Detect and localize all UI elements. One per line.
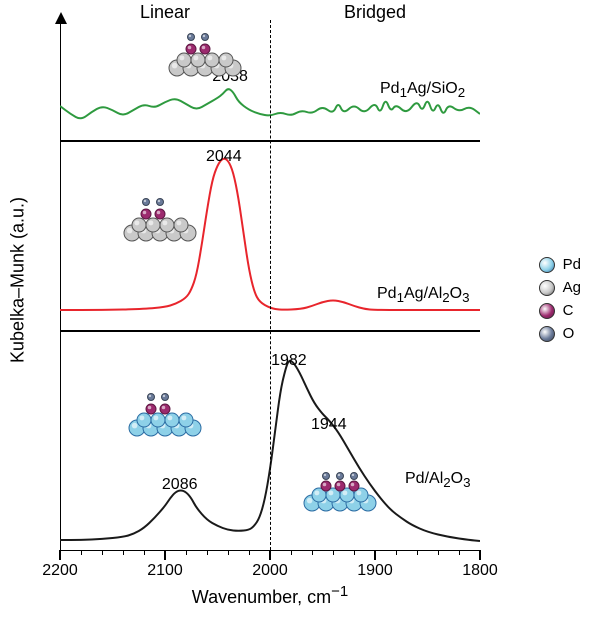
x-axis-label-super: −1	[331, 583, 348, 600]
peak-label-2086: 2086	[162, 476, 198, 494]
x-tick	[396, 550, 397, 555]
x-axis-label: Wavenumber, cm−1	[192, 583, 349, 608]
x-tick	[438, 550, 439, 555]
ico-top-icon	[165, 23, 245, 78]
x-tick	[333, 550, 334, 555]
peak-label-1982: 1982	[271, 352, 307, 370]
legend-label: Pd	[563, 256, 581, 273]
legend-swatch-icon	[539, 326, 555, 342]
legend-swatch-icon	[539, 257, 555, 273]
legend-label: O	[563, 325, 575, 342]
legend-item-O: O	[539, 325, 581, 342]
catalyst-label-Pd1Ag/Al2O3: Pd1Ag/Al2O3	[377, 285, 470, 305]
legend-item-Ag: Ag	[539, 279, 581, 296]
x-tick	[479, 550, 481, 560]
x-tick	[228, 550, 229, 555]
legend-swatch-icon	[539, 280, 555, 296]
x-tick	[417, 550, 418, 555]
legend-label: C	[563, 302, 574, 319]
panel-divider-1	[60, 330, 480, 332]
x-tick	[269, 550, 271, 560]
y-axis-label: Kubelka–Munk (a.u.)	[8, 197, 29, 363]
legend-swatch-icon	[539, 303, 555, 319]
x-tick	[354, 550, 355, 555]
x-tick	[374, 550, 376, 560]
ico-mid-icon	[120, 188, 200, 243]
catalyst-label-Pd/Al2O3: Pd/Al2O3	[405, 470, 471, 490]
x-tick	[291, 550, 292, 555]
x-tick	[459, 550, 460, 555]
kubelka-munk-figure: Linear Bridged Kubelka–Munk (a.u.) Waven…	[10, 10, 581, 614]
x-tick-label: 2200	[42, 562, 78, 580]
legend-item-C: C	[539, 302, 581, 319]
x-tick-label: 2000	[252, 562, 288, 580]
x-tick	[102, 550, 103, 555]
ico-linear-icon	[125, 383, 205, 438]
panel-divider-0	[60, 140, 480, 142]
ico-bridge-icon	[300, 458, 380, 513]
x-tick	[144, 550, 145, 555]
peak-label-1944: 1944	[311, 416, 347, 434]
x-tick	[164, 550, 166, 560]
legend-item-Pd: Pd	[539, 256, 581, 273]
x-tick	[249, 550, 250, 555]
linear-bridged-divider	[270, 20, 271, 550]
legend: Pd Ag CO	[539, 250, 581, 348]
x-tick	[186, 550, 187, 555]
x-tick	[312, 550, 313, 555]
catalyst-label-Pd1Ag/SiO2: Pd1Ag/SiO2	[380, 80, 465, 100]
x-tick-label: 1900	[357, 562, 393, 580]
x-axis-label-text: Wavenumber, cm	[192, 587, 331, 607]
x-tick	[207, 550, 208, 555]
x-tick-label: 1800	[462, 562, 498, 580]
x-tick	[123, 550, 124, 555]
legend-label: Ag	[563, 279, 581, 296]
x-tick	[59, 550, 61, 560]
x-tick-label: 2100	[147, 562, 183, 580]
x-tick	[81, 550, 82, 555]
peak-label-2044: 2044	[206, 148, 242, 166]
